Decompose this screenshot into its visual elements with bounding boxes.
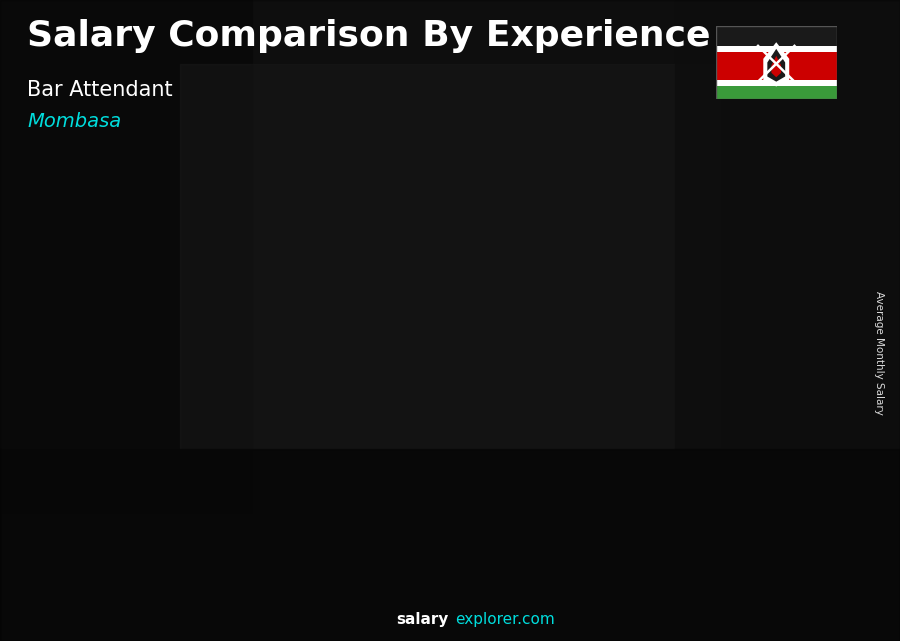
- Text: explorer.com: explorer.com: [455, 612, 555, 627]
- Polygon shape: [267, 453, 276, 590]
- Bar: [716, 46, 837, 52]
- Bar: [454, 345, 518, 590]
- Bar: [716, 87, 837, 99]
- Bar: [202, 454, 267, 590]
- Text: 73,700 KES: 73,700 KES: [724, 280, 812, 296]
- Bar: [716, 52, 837, 80]
- Polygon shape: [392, 388, 401, 590]
- Polygon shape: [770, 300, 778, 590]
- Polygon shape: [768, 49, 785, 81]
- Bar: [0, 449, 900, 641]
- Polygon shape: [141, 488, 150, 590]
- Text: Salary Comparison By Experience: Salary Comparison By Experience: [27, 19, 710, 53]
- Text: +9%: +9%: [518, 260, 579, 284]
- Polygon shape: [763, 42, 789, 87]
- Text: +48%: +48%: [259, 306, 336, 331]
- Bar: [328, 389, 392, 590]
- Text: 62,500 KES: 62,500 KES: [473, 324, 561, 339]
- Text: Mombasa: Mombasa: [27, 112, 122, 131]
- Bar: [716, 26, 837, 46]
- Text: 26,000 KES: 26,000 KES: [103, 467, 190, 482]
- Bar: [180, 64, 720, 449]
- Text: 51,200 KES: 51,200 KES: [347, 369, 435, 383]
- Polygon shape: [328, 388, 401, 389]
- Text: +22%: +22%: [385, 274, 461, 298]
- Text: +8%: +8%: [644, 238, 705, 262]
- Text: salary: salary: [396, 612, 448, 627]
- Bar: [705, 301, 770, 590]
- Polygon shape: [579, 322, 653, 323]
- Text: Bar Attendant: Bar Attendant: [27, 80, 173, 100]
- Bar: [76, 488, 141, 590]
- Polygon shape: [644, 322, 653, 590]
- Polygon shape: [454, 344, 527, 345]
- Polygon shape: [518, 344, 527, 590]
- Text: 68,100 KES: 68,100 KES: [599, 303, 687, 317]
- Bar: [716, 80, 837, 87]
- Bar: [0, 0, 252, 513]
- Bar: [675, 0, 900, 449]
- Text: Average Monthly Salary: Average Monthly Salary: [874, 290, 884, 415]
- Polygon shape: [705, 300, 778, 301]
- Text: 34,700 KES: 34,700 KES: [222, 433, 310, 448]
- Polygon shape: [771, 56, 781, 77]
- Text: +34%: +34%: [133, 379, 210, 403]
- Bar: [579, 323, 644, 590]
